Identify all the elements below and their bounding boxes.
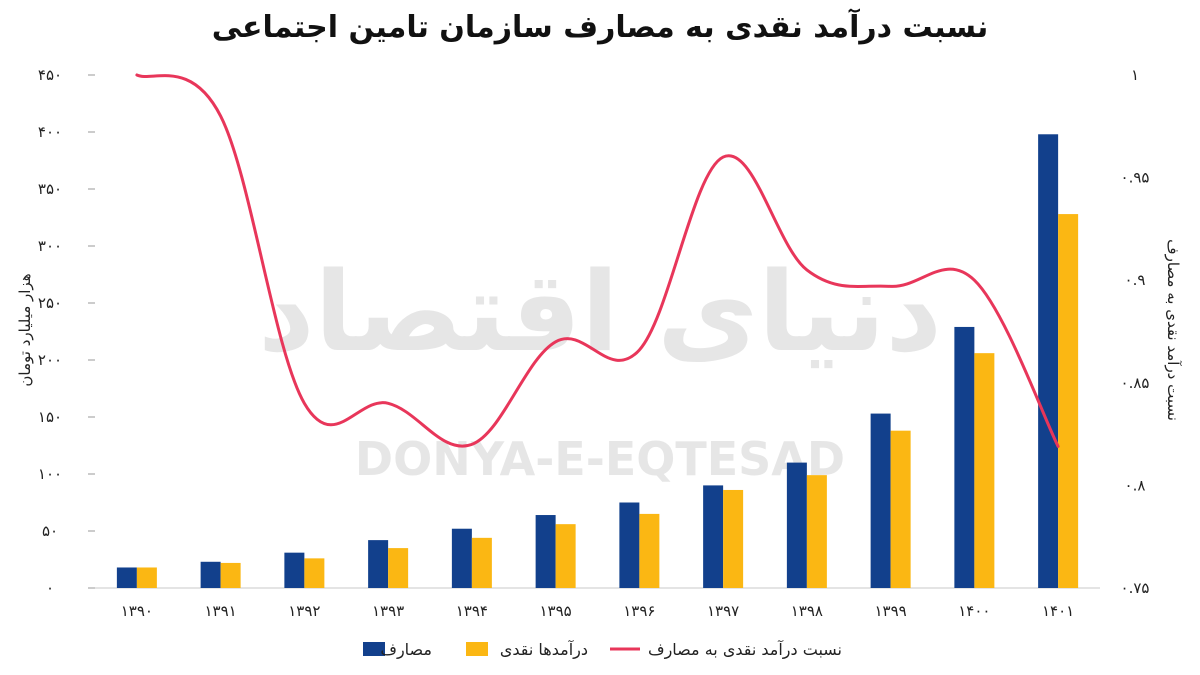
bar-expenses [368, 540, 389, 588]
right-axis-tick-label: ۱ [1131, 66, 1139, 84]
legend-label-cash-income: درآمدها نقدی [500, 640, 588, 660]
x-axis-tick-label: ۱۳۹۹ [875, 602, 907, 620]
x-axis-tick-label: ۱۳۹۲ [288, 602, 320, 620]
bar-expenses [703, 485, 724, 588]
legend-swatch-expenses [363, 642, 385, 656]
bar-cash-income [1058, 214, 1079, 588]
right-axis-tick-label: ۰.۷۵ [1121, 579, 1150, 597]
left-axis-tick-label: ۰ [46, 579, 54, 597]
x-axis-tick-label: ۱۳۹۱ [205, 602, 237, 620]
right-axis-tick-label: ۰.۹ [1125, 271, 1146, 289]
legend-label-ratio: نسبت درآمد نقدی به مصارف [648, 640, 842, 660]
x-axis-tick-label: ۱۴۰۰ [958, 602, 990, 620]
bar-expenses [284, 552, 305, 588]
watermark-latin: DONYA-E-EQTESAD [355, 432, 845, 486]
bar-cash-income [136, 567, 157, 588]
right-axis-tick-label: ۰.۸۵ [1121, 374, 1150, 392]
legend-label-expenses: مصارف [380, 640, 432, 660]
legend-swatch-cash-income [466, 642, 488, 656]
left-axis-tick-label: ۴۰۰ [38, 123, 62, 141]
bar-expenses [200, 561, 221, 588]
bar-expenses [451, 528, 472, 588]
left-axis-tick-label: ۴۵۰ [38, 66, 62, 84]
left-axis-tick-label: ۲۰۰ [38, 351, 62, 369]
bar-expenses [619, 502, 640, 588]
left-axis-tick-label: ۳۵۰ [38, 180, 62, 198]
bar-cash-income [220, 562, 241, 588]
x-axis-tick-label: ۱۳۹۴ [456, 602, 488, 620]
bar-cash-income [555, 524, 576, 588]
bar-cash-income [471, 537, 492, 588]
x-axis-tick-label: ۱۳۹۰ [121, 602, 153, 620]
bar-expenses [1038, 134, 1059, 588]
left-axis-tick-label: ۱۰۰ [38, 465, 62, 483]
bar-expenses [535, 515, 556, 588]
bar-cash-income [304, 558, 325, 588]
bar-cash-income [890, 430, 911, 588]
right-axis-title: نسبت درآمد نقدی به مصارف [1164, 239, 1182, 421]
watermark-persian: دنیای اقتصاد [258, 248, 942, 376]
chart-title: نسبت درآمد نقدی به مصارف سازمان تامین اج… [211, 10, 989, 45]
bar-expenses [954, 326, 975, 588]
bar-cash-income [639, 513, 660, 588]
right-axis-tick-label: ۰.۹۵ [1121, 169, 1150, 187]
bar-expenses [116, 567, 137, 588]
x-axis-tick-label: ۱۳۹۵ [540, 602, 572, 620]
x-axis-tick-label: ۱۳۹۷ [707, 602, 739, 620]
bar-cash-income [806, 475, 827, 588]
left-axis-tick-label: ۳۰۰ [38, 237, 62, 255]
bar-expenses [870, 413, 891, 588]
left-axis-tick-label: ۵۰ [42, 522, 58, 540]
right-axis-tick-label: ۰.۸ [1125, 476, 1146, 494]
x-axis-tick-label: ۱۴۰۱ [1042, 602, 1074, 620]
left-axis-title: هزار میلیارد تومان [16, 273, 34, 386]
left-axis-tick-label: ۲۵۰ [38, 294, 62, 312]
left-axis-tick-label: ۱۵۰ [38, 408, 62, 426]
bar-cash-income [723, 489, 744, 588]
bar-cash-income [974, 353, 995, 588]
bar-expenses [786, 462, 807, 588]
ratio-line [135, 73, 1060, 448]
x-axis-tick-label: ۱۳۹۳ [372, 602, 404, 620]
x-axis-tick-label: ۱۳۹۶ [623, 602, 655, 620]
bar-cash-income [388, 548, 409, 588]
x-axis-tick-label: ۱۳۹۸ [791, 602, 823, 620]
